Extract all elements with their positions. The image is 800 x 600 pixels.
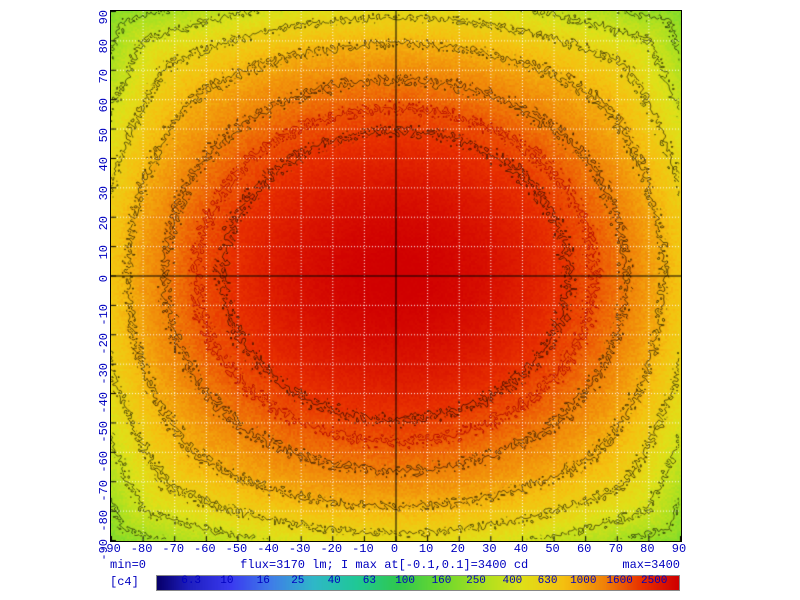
colorbar-tick-label: 63 <box>363 575 376 587</box>
y-tick-label: -20 <box>97 333 111 357</box>
chart-container: -90 -80 -70 -60 -50 -40 -30 -20 -10 0 10 20 30 40 50 60… <box>0 0 800 600</box>
colorbar-tick-label: 630 <box>538 575 558 587</box>
x-tick-label: 40 <box>514 542 528 556</box>
colorbar: [c4] 6.3 10 16 25 40 63 100 160 250 400 630 1000 160… <box>110 572 680 592</box>
x-tick-label: 20 <box>451 542 465 556</box>
legend-max: max=3400 <box>622 558 680 572</box>
colorbar-canvas <box>156 575 680 591</box>
colorbar-tick-label: 100 <box>395 575 415 587</box>
x-tick-label: 10 <box>419 542 433 556</box>
y-tick-label: 60 <box>97 98 111 122</box>
legend-min: min=0 <box>110 558 146 572</box>
y-tick-label: -10 <box>97 304 111 328</box>
y-tick-label: -60 <box>97 451 111 475</box>
x-tick-label: -30 <box>289 542 311 556</box>
legend-center: flux=3170 lm; I max at[-0.1,0.1]=3400 cd <box>240 558 528 572</box>
colorbar-tick-label: 25 <box>291 575 304 587</box>
colorbar-tick-label: 400 <box>502 575 522 587</box>
legend-text-row: min=0 flux=3170 lm; I max at[-0.1,0.1]=3… <box>110 558 680 572</box>
y-tick-label: 30 <box>97 186 111 210</box>
colorbar-tick-label: 10 <box>220 575 233 587</box>
x-tick-label: 0 <box>391 542 398 556</box>
x-tick-label: -70 <box>162 542 184 556</box>
y-tick-label: 70 <box>97 69 111 93</box>
x-tick-label: -40 <box>257 542 279 556</box>
x-tick-label: -20 <box>320 542 342 556</box>
x-tick-label: 50 <box>545 542 559 556</box>
y-tick-label: -50 <box>97 421 111 445</box>
y-tick-label: 50 <box>97 128 111 152</box>
y-tick-label: -80 <box>97 510 111 534</box>
colorbar-tick-label: 250 <box>466 575 486 587</box>
y-tick-label: 90 <box>97 10 111 34</box>
y-tick-label: 0 <box>97 275 111 299</box>
x-tick-label: -60 <box>194 542 216 556</box>
x-tick-label: 80 <box>640 542 654 556</box>
y-tick-label: -30 <box>97 363 111 387</box>
y-tick-label: 20 <box>97 216 111 240</box>
colorbar-prefix: [c4] <box>110 575 139 589</box>
colorbar-tick-label: 2500 <box>641 575 667 587</box>
colorbar-tick-label: 160 <box>432 575 452 587</box>
x-tick-label: -80 <box>131 542 153 556</box>
x-tick-label: 30 <box>482 542 496 556</box>
y-tick-label: -90 <box>97 539 111 563</box>
y-tick-label: 40 <box>97 157 111 181</box>
x-tick-label: -10 <box>352 542 374 556</box>
y-tick-label: 80 <box>97 39 111 63</box>
heatmap-canvas <box>111 11 681 541</box>
y-tick-label: -70 <box>97 480 111 504</box>
x-tick-label: -50 <box>226 542 248 556</box>
colorbar-tick-label: 1600 <box>606 575 632 587</box>
y-tick-label: 10 <box>97 245 111 269</box>
y-tick-label: -40 <box>97 392 111 416</box>
x-tick-label: 70 <box>609 542 623 556</box>
x-tick-label: 90 <box>672 542 686 556</box>
colorbar-tick-label: 16 <box>257 575 270 587</box>
colorbar-tick-label: 1000 <box>570 575 596 587</box>
plot-area <box>110 10 682 542</box>
colorbar-tick-label: 40 <box>328 575 341 587</box>
colorbar-tick-label: 6.3 <box>181 575 201 587</box>
x-tick-label: 60 <box>577 542 591 556</box>
